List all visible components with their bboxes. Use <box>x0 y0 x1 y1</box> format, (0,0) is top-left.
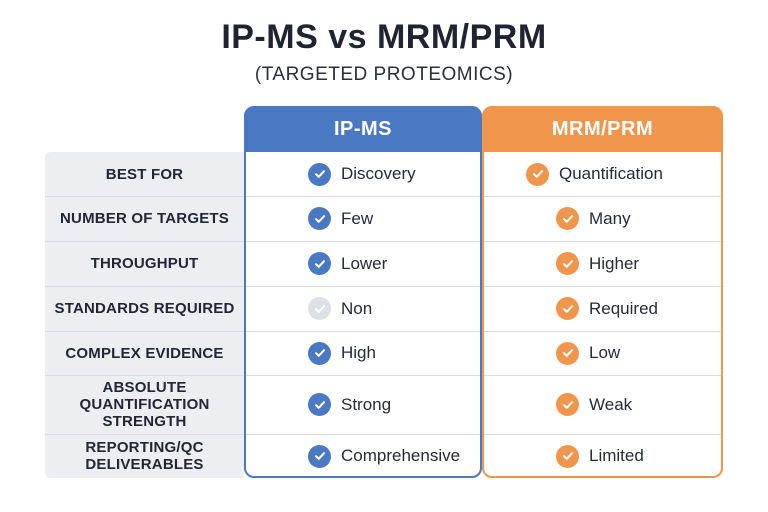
ipms-cell: Few <box>244 196 482 241</box>
mrm-cell: Limited <box>482 434 722 478</box>
check-circle-icon <box>308 252 331 275</box>
check-circle-icon <box>556 297 579 320</box>
ipms-value: Comprehensive <box>341 446 461 465</box>
table-row: ABSOLUTE QUANTIFICATION STRENGTH Strong We… <box>45 375 722 434</box>
ipms-value: Strong <box>341 394 392 414</box>
row-label: NUMBER OF TARGETS <box>60 210 229 227</box>
mrm-cell: Higher <box>482 241 722 286</box>
ipms-cell: Discovery <box>244 152 482 196</box>
ipms-cell: Comprehensive <box>244 434 482 478</box>
check-circle-icon <box>308 393 331 416</box>
check-circle-icon <box>308 341 331 365</box>
row-label: THROUGHPUT <box>90 255 199 272</box>
check-circle-icon <box>556 341 579 365</box>
row-divider <box>45 196 722 197</box>
check-circle-icon <box>556 393 579 416</box>
ipms-value: Discovery <box>341 164 416 183</box>
table-row: REPORTING/QC DELIVERABLES Comprehensive Li… <box>45 434 722 478</box>
check-circle-grey-icon <box>308 297 331 320</box>
check-circle-icon <box>556 252 579 275</box>
column-header-mrm: MRM/PRM <box>483 106 722 152</box>
ipms-value: Few <box>341 208 374 228</box>
mrm-value: Higher <box>589 253 640 273</box>
check-circle-icon <box>556 207 579 230</box>
mrm-value: Many <box>589 208 631 228</box>
row-label: BEST FOR <box>105 165 184 183</box>
table-row: THROUGHPUT Lower Higher <box>45 241 722 286</box>
column-header-ipms: IP-MS <box>245 106 481 152</box>
mrm-value: Low <box>589 343 621 362</box>
row-divider <box>45 331 722 332</box>
check-circle-icon <box>308 162 331 186</box>
mrm-cell: Quantification <box>482 152 722 196</box>
ipms-cell: Lower <box>244 241 482 286</box>
table-row: COMPLEX EVIDENCE High Low <box>45 331 722 375</box>
table-row: NUMBER OF TARGETS Few Many <box>45 196 722 241</box>
check-circle-icon <box>556 444 579 468</box>
mrm-cell: Required <box>482 286 722 331</box>
page-title: IP-MS vs MRM/PRM <box>221 18 547 56</box>
ipms-cell: Non <box>244 286 482 331</box>
row-divider <box>45 241 722 242</box>
row-divider <box>45 286 722 287</box>
ipms-value: Lower <box>341 253 388 273</box>
table-row: STANDARDS REQUIRED Non Required <box>45 286 722 331</box>
check-circle-icon <box>526 162 549 186</box>
page-subtitle: (TARGETED PROTEOMICS) <box>254 64 514 85</box>
mrm-cell: Weak <box>482 375 722 434</box>
row-divider <box>45 375 722 376</box>
mrm-value: Required <box>589 298 658 318</box>
row-label: COMPLEX EVIDENCE <box>65 344 224 362</box>
row-label-background <box>45 152 244 478</box>
row-divider <box>45 434 722 435</box>
check-circle-icon <box>308 207 331 230</box>
mrm-value: Quantification <box>559 164 663 183</box>
mrm-value: Weak <box>589 394 633 414</box>
ipms-cell: Strong <box>244 375 482 434</box>
ipms-cell: High <box>244 331 482 375</box>
row-label: STANDARDS REQUIRED <box>54 300 235 317</box>
row-label: REPORTING/QC DELIVERABLES <box>85 439 204 473</box>
ipms-value: Non <box>341 298 373 318</box>
row-label: ABSOLUTE QUANTIFICATION STRENGTH <box>79 379 210 430</box>
ipms-value: High <box>341 343 376 362</box>
mrm-cell: Low <box>482 331 722 375</box>
check-circle-icon <box>308 444 331 468</box>
mrm-value: Limited <box>589 446 644 465</box>
mrm-cell: Many <box>482 196 722 241</box>
table-row: BEST FOR Discovery Quantification <box>45 152 722 196</box>
